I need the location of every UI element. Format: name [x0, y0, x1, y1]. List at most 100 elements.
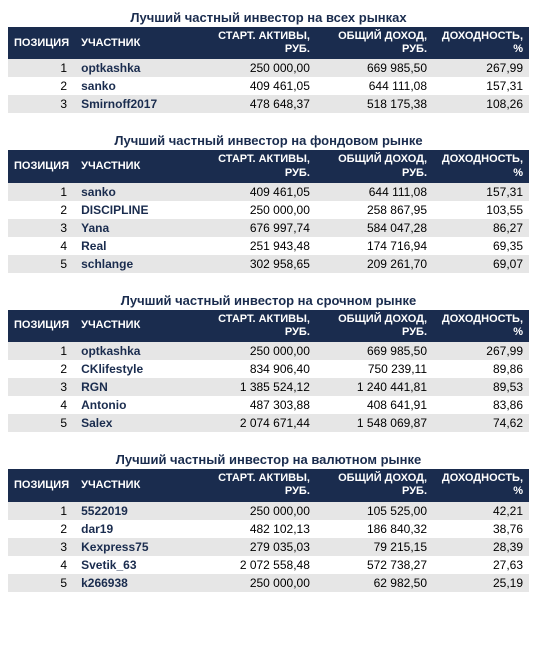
cell-participant: Antonio [75, 396, 195, 414]
table-row: 2dar19482 102,13186 840,3238,76 [8, 520, 529, 538]
table-row: 1sanko409 461,05644 111,08157,31 [8, 183, 529, 201]
cell-start-assets: 676 997,74 [195, 219, 316, 237]
cell-participant: Kexpress75 [75, 538, 195, 556]
cell-start-assets: 250 000,00 [195, 342, 316, 360]
cell-participant: Real [75, 237, 195, 255]
col-header-participant: УЧАСТНИК [75, 310, 195, 342]
col-header-position: ПОЗИЦИЯ [8, 310, 75, 342]
cell-start-assets: 834 906,40 [195, 360, 316, 378]
ranking-table: ПОЗИЦИЯУЧАСТНИКСТАРТ. АКТИВЫ, РУБ.ОБЩИЙ … [8, 150, 529, 272]
cell-participant: Smirnoff2017 [75, 95, 195, 113]
col-header-start-assets: СТАРТ. АКТИВЫ, РУБ. [195, 27, 316, 59]
table-row: 1optkashka250 000,00669 985,50267,99 [8, 342, 529, 360]
section-title: Лучший частный инвестор на срочном рынке [8, 293, 529, 308]
cell-participant: Salex [75, 414, 195, 432]
ranking-table: ПОЗИЦИЯУЧАСТНИКСТАРТ. АКТИВЫ, РУБ.ОБЩИЙ … [8, 469, 529, 591]
table-header-row: ПОЗИЦИЯУЧАСТНИКСТАРТ. АКТИВЫ, РУБ.ОБЩИЙ … [8, 150, 529, 182]
col-header-start-assets: СТАРТ. АКТИВЫ, РУБ. [195, 310, 316, 342]
cell-total-income: 750 239,11 [316, 360, 433, 378]
cell-participant: RGN [75, 378, 195, 396]
table-row: 5k266938250 000,0062 982,5025,19 [8, 574, 529, 592]
cell-total-income: 644 111,08 [316, 183, 433, 201]
col-header-position: ПОЗИЦИЯ [8, 469, 75, 501]
cell-total-income: 644 111,08 [316, 77, 433, 95]
cell-participant: DISCIPLINE [75, 201, 195, 219]
cell-position: 3 [8, 378, 75, 396]
cell-total-income: 186 840,32 [316, 520, 433, 538]
table-row: 2DISCIPLINE250 000,00258 867,95103,55 [8, 201, 529, 219]
cell-position: 2 [8, 520, 75, 538]
cell-yield: 38,76 [433, 520, 529, 538]
table-row: 5Salex2 074 671,441 548 069,8774,62 [8, 414, 529, 432]
col-header-participant: УЧАСТНИК [75, 469, 195, 501]
cell-yield: 89,53 [433, 378, 529, 396]
table-header-row: ПОЗИЦИЯУЧАСТНИКСТАРТ. АКТИВЫ, РУБ.ОБЩИЙ … [8, 469, 529, 501]
cell-start-assets: 478 648,37 [195, 95, 316, 113]
cell-position: 2 [8, 201, 75, 219]
table-row: 5schlange302 958,65209 261,7069,07 [8, 255, 529, 273]
col-header-total-income: ОБЩИЙ ДОХОД, РУБ. [316, 150, 433, 182]
cell-position: 3 [8, 95, 75, 113]
cell-total-income: 1 240 441,81 [316, 378, 433, 396]
cell-participant: sanko [75, 183, 195, 201]
ranking-section: Лучший частный инвестор на срочном рынке… [8, 293, 529, 432]
ranking-section: Лучший частный инвестор на всех рынкахПО… [8, 10, 529, 113]
cell-total-income: 258 867,95 [316, 201, 433, 219]
cell-start-assets: 279 035,03 [195, 538, 316, 556]
table-row: 4Real251 943,48174 716,9469,35 [8, 237, 529, 255]
cell-start-assets: 487 303,88 [195, 396, 316, 414]
cell-start-assets: 409 461,05 [195, 183, 316, 201]
section-title: Лучший частный инвестор на валютном рынк… [8, 452, 529, 467]
cell-total-income: 584 047,28 [316, 219, 433, 237]
cell-position: 1 [8, 342, 75, 360]
cell-yield: 42,21 [433, 502, 529, 520]
cell-yield: 74,62 [433, 414, 529, 432]
table-header-row: ПОЗИЦИЯУЧАСТНИКСТАРТ. АКТИВЫ, РУБ.ОБЩИЙ … [8, 27, 529, 59]
cell-yield: 89,86 [433, 360, 529, 378]
cell-yield: 267,99 [433, 342, 529, 360]
col-header-total-income: ОБЩИЙ ДОХОД, РУБ. [316, 27, 433, 59]
cell-start-assets: 2 074 671,44 [195, 414, 316, 432]
col-header-total-income: ОБЩИЙ ДОХОД, РУБ. [316, 469, 433, 501]
cell-yield: 103,55 [433, 201, 529, 219]
table-header-row: ПОЗИЦИЯУЧАСТНИКСТАРТ. АКТИВЫ, РУБ.ОБЩИЙ … [8, 310, 529, 342]
cell-total-income: 62 982,50 [316, 574, 433, 592]
table-row: 3Kexpress75279 035,0379 215,1528,39 [8, 538, 529, 556]
ranking-table: ПОЗИЦИЯУЧАСТНИКСТАРТ. АКТИВЫ, РУБ.ОБЩИЙ … [8, 27, 529, 113]
cell-total-income: 1 548 069,87 [316, 414, 433, 432]
rankings-root: Лучший частный инвестор на всех рынкахПО… [8, 10, 529, 592]
cell-participant: CKlifestyle [75, 360, 195, 378]
cell-participant: schlange [75, 255, 195, 273]
cell-yield: 267,99 [433, 59, 529, 77]
cell-start-assets: 250 000,00 [195, 59, 316, 77]
cell-position: 1 [8, 502, 75, 520]
table-row: 3Smirnoff2017478 648,37518 175,38108,26 [8, 95, 529, 113]
table-row: 15522019250 000,00105 525,0042,21 [8, 502, 529, 520]
cell-yield: 27,63 [433, 556, 529, 574]
cell-position: 1 [8, 183, 75, 201]
cell-start-assets: 482 102,13 [195, 520, 316, 538]
table-row: 2CKlifestyle834 906,40750 239,1189,86 [8, 360, 529, 378]
cell-participant: Yana [75, 219, 195, 237]
cell-total-income: 209 261,70 [316, 255, 433, 273]
section-title: Лучший частный инвестор на фондовом рынк… [8, 133, 529, 148]
cell-total-income: 174 716,94 [316, 237, 433, 255]
col-header-yield: ДОХОДНОСТЬ, % [433, 150, 529, 182]
cell-participant: Svetik_63 [75, 556, 195, 574]
col-header-start-assets: СТАРТ. АКТИВЫ, РУБ. [195, 469, 316, 501]
cell-participant: k266938 [75, 574, 195, 592]
cell-total-income: 669 985,50 [316, 342, 433, 360]
cell-participant: sanko [75, 77, 195, 95]
cell-yield: 69,35 [433, 237, 529, 255]
cell-yield: 157,31 [433, 183, 529, 201]
cell-position: 2 [8, 77, 75, 95]
cell-start-assets: 250 000,00 [195, 574, 316, 592]
cell-start-assets: 409 461,05 [195, 77, 316, 95]
cell-position: 5 [8, 574, 75, 592]
cell-start-assets: 302 958,65 [195, 255, 316, 273]
cell-yield: 83,86 [433, 396, 529, 414]
table-row: 3Yana676 997,74584 047,2886,27 [8, 219, 529, 237]
col-header-yield: ДОХОДНОСТЬ, % [433, 310, 529, 342]
cell-position: 3 [8, 538, 75, 556]
col-header-start-assets: СТАРТ. АКТИВЫ, РУБ. [195, 150, 316, 182]
